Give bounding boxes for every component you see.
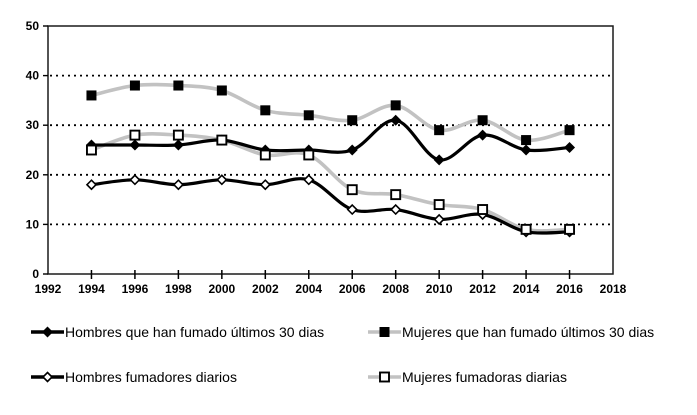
legend-item-hombres-30-dias: Hombres que han fumado últimos 30 dias <box>31 324 324 340</box>
legend-label: Hombres que han fumado últimos 30 dias <box>65 324 325 340</box>
filled-diamond-line-icon <box>31 326 64 338</box>
svg-text:1992: 1992 <box>35 282 62 296</box>
svg-text:0: 0 <box>32 267 39 281</box>
svg-text:20: 20 <box>26 168 40 182</box>
svg-text:2014: 2014 <box>513 282 540 296</box>
svg-text:1998: 1998 <box>165 282 192 296</box>
svg-text:2000: 2000 <box>208 282 235 296</box>
svg-text:2010: 2010 <box>426 282 453 296</box>
svg-text:40: 40 <box>26 69 40 83</box>
svg-text:2004: 2004 <box>295 282 322 296</box>
legend-label: Mujeres que han fumado últimos 30 dias <box>402 324 655 340</box>
legend-label: Hombres fumadores diarios <box>65 369 237 385</box>
legend-item-mujeres-diarias: Mujeres fumadoras diarias <box>368 369 567 385</box>
open-square-line-icon <box>368 371 401 383</box>
svg-text:50: 50 <box>26 19 40 33</box>
svg-text:2006: 2006 <box>339 282 366 296</box>
legend-item-mujeres-30-dias: Mujeres que han fumado últimos 30 dias <box>368 324 654 340</box>
svg-text:1996: 1996 <box>122 282 149 296</box>
svg-text:2018: 2018 <box>600 282 627 296</box>
svg-text:2002: 2002 <box>252 282 279 296</box>
legend-item-hombres-diarios: Hombres fumadores diarios <box>31 369 237 385</box>
open-diamond-line-icon <box>31 371 64 383</box>
svg-text:2016: 2016 <box>556 282 583 296</box>
legend-label: Mujeres fumadoras diarias <box>402 369 567 385</box>
filled-square-line-icon <box>368 327 401 337</box>
svg-text:30: 30 <box>26 118 40 132</box>
line-chart-plot: 0 10 20 30 40 50 1992 1994 1996 1998 2000 2002 2004 2… <box>26 19 627 296</box>
svg-text:10: 10 <box>26 217 40 231</box>
svg-text:2012: 2012 <box>469 282 496 296</box>
svg-text:2008: 2008 <box>382 282 409 296</box>
svg-text:1994: 1994 <box>78 282 105 296</box>
